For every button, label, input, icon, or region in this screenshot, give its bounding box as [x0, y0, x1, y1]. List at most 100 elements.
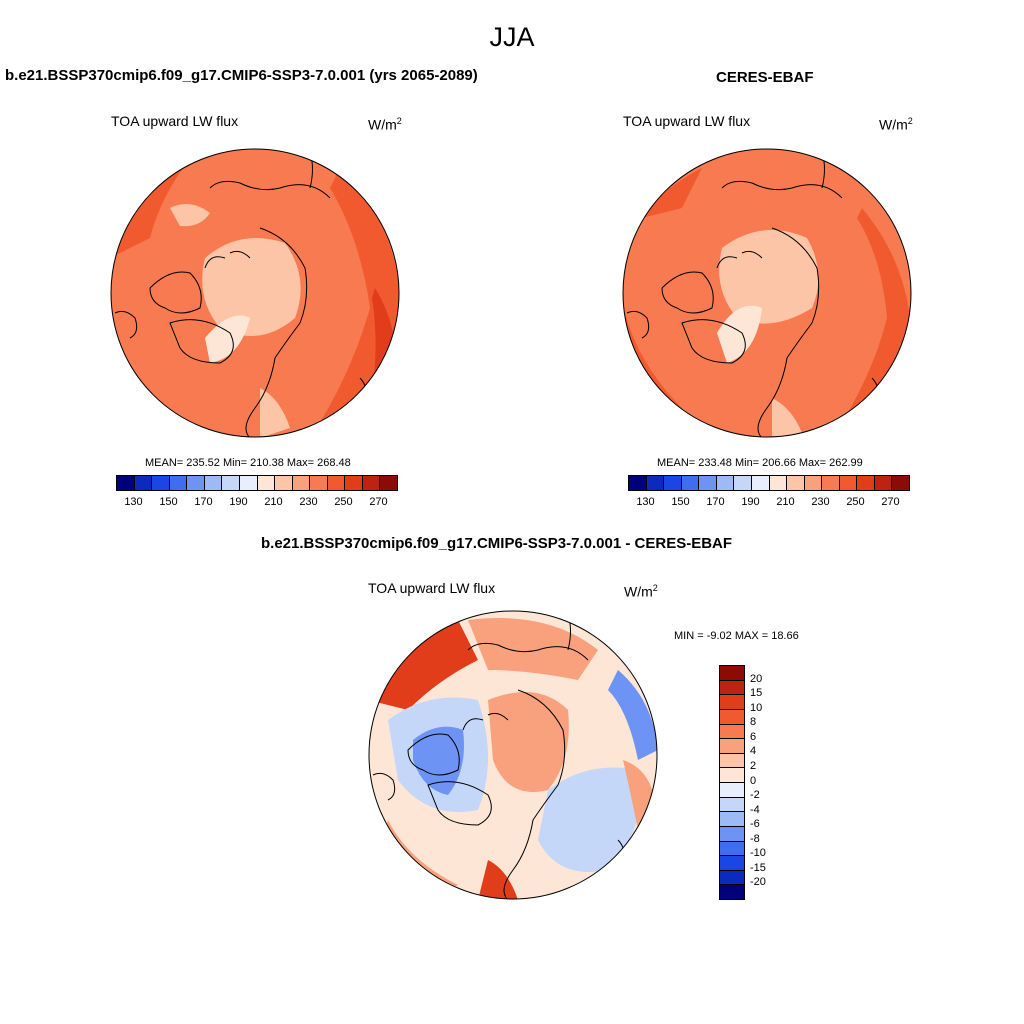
- colorbar-swatch: [857, 476, 875, 490]
- colorbar-tick-label: 210: [264, 496, 283, 508]
- colorbar-swatch: [720, 826, 744, 842]
- diff-polar-map: [368, 610, 658, 900]
- panel-2-colorbar-labels: 130 150 170 190 210 230 250 270: [628, 496, 908, 510]
- colorbar-tick-label: -8: [750, 832, 760, 845]
- colorbar-swatch: [664, 476, 682, 490]
- colorbar-tick-label: 20: [750, 672, 763, 685]
- colorbar-swatch: [720, 753, 744, 769]
- colorbar-swatch: [152, 476, 170, 490]
- colorbar-swatch: [720, 797, 744, 813]
- figure-title: JJA: [489, 22, 535, 52]
- colorbar-swatch: [751, 476, 770, 490]
- colorbar-swatch: [681, 476, 700, 490]
- colorbar-swatch: [734, 476, 752, 490]
- colorbar-tick-label: 170: [706, 496, 725, 508]
- colorbar-swatch: [720, 783, 744, 798]
- colorbar-swatch: [646, 476, 665, 490]
- colorbar-swatch: [769, 476, 788, 490]
- colorbar-tick-label: 150: [159, 496, 178, 508]
- colorbar-swatch: [380, 476, 397, 490]
- colorbar-swatch: [204, 476, 223, 490]
- colorbar-swatch: [720, 739, 744, 754]
- colorbar-swatch: [716, 476, 735, 490]
- panel-2-case-title: CERES-EBAF: [716, 69, 814, 86]
- panel-1-units: W/m2: [368, 116, 402, 133]
- colorbar-swatch: [239, 476, 258, 490]
- colorbar-swatch: [720, 666, 744, 681]
- colorbar-swatch: [839, 476, 858, 490]
- colorbar-tick-label: 130: [124, 496, 143, 508]
- colorbar-swatch: [720, 841, 744, 857]
- diff-units: W/m2: [624, 583, 658, 600]
- colorbar-tick-label: 10: [750, 701, 763, 714]
- colorbar-swatch: [275, 476, 293, 490]
- diff-colorbar: [719, 665, 745, 900]
- panel-1-case-title: b.e21.BSSP370cmip6.f09_g17.CMIP6-SSP3-7.…: [5, 67, 478, 84]
- colorbar-tick-label: 270: [369, 496, 388, 508]
- colorbar-tick-label: 150: [671, 496, 690, 508]
- colorbar-swatch: [720, 812, 744, 827]
- colorbar-swatch: [822, 476, 840, 490]
- diff-stats: MIN = -9.02 MAX = 18.66: [674, 630, 799, 642]
- colorbar-swatch: [720, 680, 744, 696]
- colorbar-tick-label: -10: [750, 847, 766, 860]
- colorbar-swatch: [720, 885, 744, 899]
- panel-2-stats: MEAN= 233.48 Min= 206.66 Max= 262.99: [657, 457, 863, 469]
- colorbar-tick-label: 190: [741, 496, 760, 508]
- colorbar-swatch: [134, 476, 153, 490]
- colorbar-swatch: [292, 476, 311, 490]
- colorbar-tick-label: 230: [299, 496, 318, 508]
- colorbar-tick-label: 4: [750, 745, 757, 758]
- colorbar-swatch: [310, 476, 328, 490]
- colorbar-swatch: [257, 476, 276, 490]
- colorbar-swatch: [720, 695, 744, 710]
- colorbar-swatch: [892, 476, 909, 490]
- colorbar-swatch: [222, 476, 240, 490]
- colorbar-swatch: [720, 856, 744, 871]
- panel-1-polar-map: [110, 148, 400, 438]
- colorbar-tick-label: 190: [229, 496, 248, 508]
- colorbar-swatch: [362, 476, 381, 490]
- colorbar-tick-label: 250: [846, 496, 865, 508]
- colorbar-tick-label: 2: [750, 759, 757, 772]
- colorbar-swatch: [629, 476, 647, 490]
- colorbar-swatch: [345, 476, 363, 490]
- colorbar-tick-label: -4: [750, 803, 760, 816]
- colorbar-tick-label: 130: [636, 496, 655, 508]
- diff-colorbar-labels: 20 15 10 8 6 4 2 0 -2 -4 -6 -8 -10 -15 -20: [750, 665, 790, 898]
- colorbar-tick-label: 170: [194, 496, 213, 508]
- diff-case-title: b.e21.BSSP370cmip6.f09_g17.CMIP6-SSP3-7.…: [261, 535, 733, 552]
- colorbar-swatch: [699, 476, 717, 490]
- panel-1-variable: TOA upward LW flux: [111, 113, 239, 129]
- colorbar-swatch: [720, 709, 744, 725]
- panel-2-variable: TOA upward LW flux: [623, 113, 751, 129]
- colorbar-tick-label: 250: [334, 496, 353, 508]
- colorbar-tick-label: 270: [881, 496, 900, 508]
- colorbar-swatch: [787, 476, 805, 490]
- colorbar-tick-label: 8: [750, 716, 757, 729]
- panel-1-colorbar: [116, 475, 398, 491]
- diff-variable: TOA upward LW flux: [368, 580, 496, 596]
- panel-2-units: W/m2: [879, 116, 913, 133]
- colorbar-swatch: [720, 768, 744, 783]
- colorbar-swatch: [720, 724, 744, 740]
- colorbar-tick-label: 0: [750, 774, 757, 787]
- colorbar-swatch: [187, 476, 205, 490]
- panel-1-colorbar-labels: 130 150 170 190 210 230 250 270: [116, 496, 396, 510]
- colorbar-tick-label: -15: [750, 861, 766, 874]
- colorbar-swatch: [327, 476, 346, 490]
- colorbar-tick-label: -20: [750, 876, 766, 889]
- colorbar-tick-label: 6: [750, 730, 757, 743]
- colorbar-tick-label: 210: [776, 496, 795, 508]
- colorbar-tick-label: 15: [750, 687, 763, 700]
- panel-2-polar-map: [622, 148, 912, 438]
- panel-2-colorbar: [628, 475, 910, 491]
- colorbar-tick-label: -6: [750, 818, 760, 831]
- colorbar-tick-label: -2: [750, 789, 760, 802]
- colorbar-tick-label: 230: [811, 496, 830, 508]
- colorbar-swatch: [874, 476, 893, 490]
- panel-1-stats: MEAN= 235.52 Min= 210.38 Max= 268.48: [145, 457, 351, 469]
- colorbar-swatch: [169, 476, 188, 490]
- colorbar-swatch: [720, 870, 744, 886]
- colorbar-swatch: [804, 476, 823, 490]
